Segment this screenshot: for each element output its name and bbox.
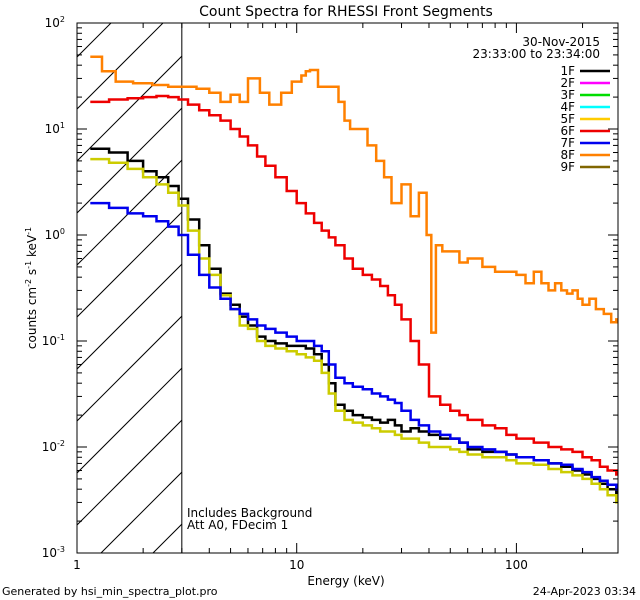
annotation-background: Includes Background [187,506,312,520]
chart-title: Count Spectra for RHESSI Front Segments [199,4,493,20]
footer-timestamp: 24-Apr-2023 03:34 [533,585,636,598]
legend-label: 3F [560,88,575,102]
legend-label: 9F [560,160,575,174]
legend-item-6F: 6F [560,124,610,138]
axis-ticks [76,22,618,554]
series-line-8F [90,55,618,334]
x-tick-label: 100 [505,558,528,572]
legend-label: 8F [560,148,575,162]
y-tick-label: 10-2 [42,439,65,454]
x-tick-label: 1 [73,558,81,572]
legend-label: 7F [560,136,575,150]
legend-label: 4F [560,100,575,114]
legend-label: 6F [560,124,575,138]
date-label: 30-Nov-2015 [522,35,600,49]
footer-generated-by: Generated by hsi_min_spectra_plot.pro [2,585,218,598]
series-line-6F [90,94,618,476]
legend-item-8F: 8F [560,148,610,162]
y-axis-label: counts cm-2 s-1 keV-1 [24,227,39,349]
legend-item-9F: 9F [560,160,610,174]
hatch-lines [77,23,182,553]
shaded-region [77,23,183,553]
legend-label: 5F [560,112,575,126]
plot-frame [76,22,619,554]
series-line-5F [90,157,618,504]
x-axis-label: Energy (keV) [307,574,384,588]
y-tick-label: 100 [45,227,65,242]
y-tick-label: 10-1 [42,333,65,348]
legend-item-1F: 1F [560,64,610,78]
legend-item-2F: 2F [560,76,610,90]
y-tick-label: 102 [45,15,65,30]
legend-item-4F: 4F [560,100,610,114]
x-tick-label: 10 [289,558,304,572]
legend-label: 1F [560,64,575,78]
legend-item-3F: 3F [560,88,610,102]
series-line-7F [90,201,618,491]
legend-item-5F: 5F [560,112,610,126]
legend-label: 2F [560,76,575,90]
legend-item-7F: 7F [560,136,610,150]
annotation-attenuator: Att A0, FDecim 1 [187,518,288,532]
y-tick-label: 10-3 [42,545,65,560]
time-range-label: 23:33:00 to 23:34:00 [473,47,600,61]
y-tick-label: 101 [45,121,65,136]
